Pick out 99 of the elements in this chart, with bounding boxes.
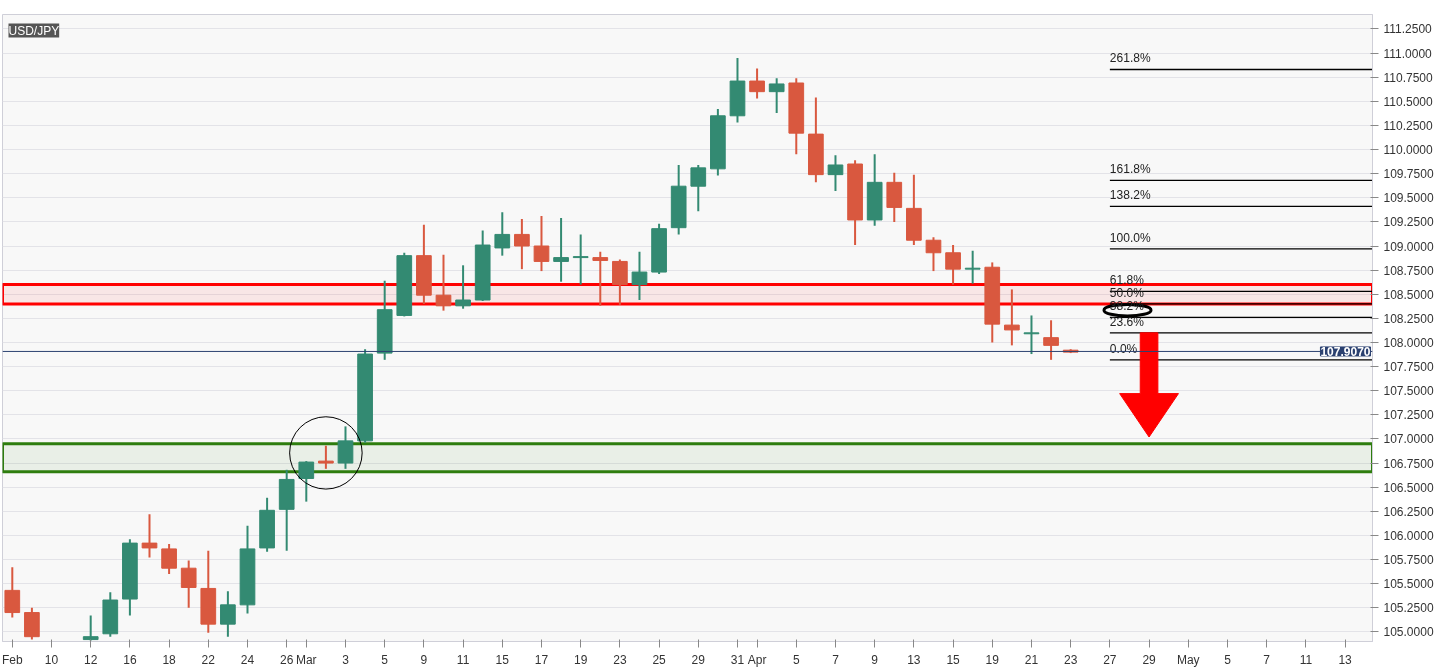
x-tick-label: 5 xyxy=(792,652,800,667)
candlestick xyxy=(553,217,569,283)
candlestick xyxy=(945,244,961,286)
x-tick-label: 7 xyxy=(1263,652,1271,667)
candlestick xyxy=(494,211,511,257)
x-tick-label: 12 xyxy=(84,652,98,667)
candlestick xyxy=(964,249,981,285)
annotation: 23.6% xyxy=(1109,314,1145,329)
x-tick-label: 13 xyxy=(907,652,921,667)
annotation: 261.8% xyxy=(1109,51,1151,66)
x-tick-label: 21 xyxy=(1024,652,1039,667)
y-tick-label: 109.0000 xyxy=(1383,239,1434,254)
x-tick-label: Feb xyxy=(1,652,23,667)
x-tick-label: Mar xyxy=(295,652,317,667)
x-tick-label: 24 xyxy=(240,652,255,667)
candlestick xyxy=(572,233,589,286)
candlestick xyxy=(180,559,197,609)
candlestick xyxy=(141,513,158,559)
ref-line-label: 107.9070 xyxy=(1320,344,1371,359)
x-tick-label: 19 xyxy=(985,652,1000,667)
candlestick xyxy=(749,67,765,100)
x-tick-label: 13 xyxy=(1338,652,1353,667)
candlestick xyxy=(82,614,99,642)
y-tick-label: 108.7500 xyxy=(1383,263,1434,278)
candlestick xyxy=(612,258,628,306)
x-tick-label: 18 xyxy=(162,652,177,667)
x-tick-label: 9 xyxy=(420,652,428,667)
y-tick-label: 106.7500 xyxy=(1383,456,1434,471)
y-tick-label: 111.0000 xyxy=(1383,46,1433,61)
x-tick-label: 5 xyxy=(1224,652,1232,667)
candlestick xyxy=(4,566,21,619)
x-tick-label: 22 xyxy=(201,652,216,667)
candlestick xyxy=(827,154,844,193)
y-tick-label: 110.5000 xyxy=(1383,94,1433,109)
annotation: 138.2% xyxy=(1109,188,1151,203)
y-tick-label: 106.0000 xyxy=(1383,528,1434,543)
y-tick-label: 109.7500 xyxy=(1383,167,1434,182)
candlestick xyxy=(768,77,785,114)
y-tick-label: 105.0000 xyxy=(1383,625,1434,640)
candlestick xyxy=(337,425,354,470)
y-tick-label: 107.7500 xyxy=(1383,360,1434,375)
annotation: 100.0% xyxy=(1109,230,1151,245)
x-tick-label: 29 xyxy=(1142,652,1157,667)
x-tick-label: 10 xyxy=(44,652,59,667)
candlestick xyxy=(318,444,334,470)
y-tick-label: 105.7500 xyxy=(1383,553,1434,568)
candlestick xyxy=(925,236,942,273)
y-tick-label: 106.2500 xyxy=(1383,504,1434,519)
candlestick xyxy=(220,590,236,638)
annotation: 38.2% xyxy=(1109,299,1145,314)
text: USD/JPY xyxy=(8,23,60,38)
x-tick-label: 11 xyxy=(456,652,470,667)
x-tick-label: 11 xyxy=(1299,652,1313,667)
y-tick-label: 108.0000 xyxy=(1383,335,1434,350)
y-tick-label: 107.0000 xyxy=(1383,432,1434,447)
candlestick xyxy=(1043,319,1059,361)
y-tick-label: 110.7500 xyxy=(1383,70,1433,85)
x-tick-label: 17 xyxy=(534,652,549,667)
x-tick-label: 27 xyxy=(1103,652,1117,667)
x-tick-label: 23 xyxy=(613,652,627,667)
y-tick-label: 106.5000 xyxy=(1383,480,1434,495)
x-tick-label: 9 xyxy=(871,652,879,667)
candlestick xyxy=(514,218,530,271)
x-tick-label: 7 xyxy=(832,652,840,667)
candlestick xyxy=(161,543,177,575)
y-tick-label: 108.5000 xyxy=(1383,287,1434,302)
x-tick-label: 23 xyxy=(1063,652,1078,667)
y-tick-label: 109.5000 xyxy=(1383,191,1434,206)
candlestick xyxy=(1004,288,1020,347)
y-tick-label: 105.5000 xyxy=(1383,577,1434,592)
x-tick-label: 31 xyxy=(730,652,745,667)
annotation: 161.8% xyxy=(1109,162,1151,177)
x-tick-label: 15 xyxy=(495,652,510,667)
x-tick-label: 15 xyxy=(946,652,961,667)
x-tick-label: 5 xyxy=(381,652,389,667)
candlestick xyxy=(435,253,452,312)
candlestick xyxy=(533,215,550,273)
y-tick-label: 107.5000 xyxy=(1383,384,1434,399)
y-tick-label: 110.2500 xyxy=(1383,118,1433,133)
x-tick-label: 29 xyxy=(691,652,706,667)
x-tick-label: 16 xyxy=(123,652,137,667)
candlestick xyxy=(455,264,471,310)
x-tick-label: Apr xyxy=(747,652,767,667)
y-tick-label: 105.2500 xyxy=(1383,601,1434,616)
candlestick xyxy=(690,163,707,213)
x-tick-label: May xyxy=(1176,652,1200,667)
candlestick xyxy=(1023,314,1040,356)
y-tick-label: 110.0000 xyxy=(1383,143,1433,158)
candlestick xyxy=(631,250,648,302)
candlestick xyxy=(298,460,315,503)
y-tick-label: 109.2500 xyxy=(1383,215,1434,230)
x-tick-label: 26 xyxy=(280,652,294,667)
x-tick-label: 25 xyxy=(652,652,667,667)
y-tick-label: 108.2500 xyxy=(1383,311,1434,326)
y-tick-label: 111.2500 xyxy=(1383,22,1433,37)
y-tick-label: 107.2500 xyxy=(1383,408,1434,423)
x-tick-label: 19 xyxy=(574,652,588,667)
x-tick-label: 3 xyxy=(342,652,350,667)
candlestick xyxy=(592,250,609,307)
